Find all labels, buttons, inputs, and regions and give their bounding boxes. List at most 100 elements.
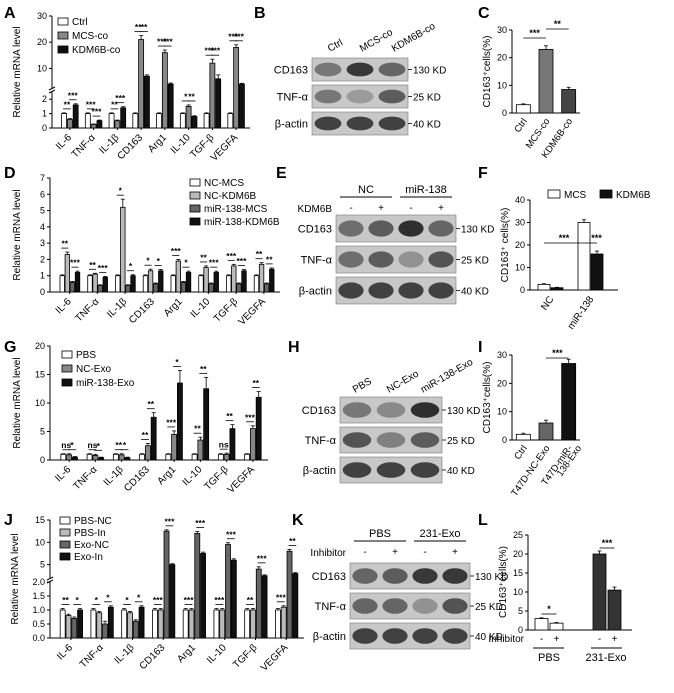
bar-Arg1-Exo-In	[200, 553, 206, 639]
protein-band	[428, 251, 454, 268]
x-tick-label: IL-10	[189, 296, 213, 320]
y-tick-label: 20	[497, 53, 507, 63]
legend-label: Exo-NC	[74, 540, 109, 551]
treatment-sign: -	[423, 547, 426, 558]
inhibitor-sign: +	[554, 634, 560, 645]
panel-f-bar-chart: 0 10 20 30 40 CD163⁺ cells(%) NC miR-138 *** *** M…	[500, 189, 651, 332]
protein-band	[368, 282, 394, 299]
inhibitor-sign: +	[612, 634, 618, 645]
significance-label: ***	[237, 256, 248, 266]
y-tick-label: 5	[518, 606, 523, 616]
bar-TGF-β-NC-MCS	[226, 275, 232, 293]
y-tick-label: 10	[497, 407, 507, 417]
protein-band	[346, 116, 374, 131]
x-tick-label: Arg1	[162, 296, 185, 319]
significance-label: *	[184, 258, 188, 268]
panel-letter-h: H	[288, 339, 300, 356]
y-tick-label: 5	[40, 560, 45, 570]
bar-CD163-NC-KDM6B	[147, 270, 154, 293]
x-tick-label: TNF-α	[78, 642, 106, 670]
bar-PBS +	[549, 622, 564, 631]
significance-label: **	[200, 252, 207, 262]
significance-label: **	[89, 260, 96, 270]
bar-TGF-β-NC-Exo	[223, 453, 230, 461]
x-tick-label: IL-1β	[113, 642, 137, 666]
legend-swatch	[57, 17, 69, 26]
y-tick-label: 1.5	[32, 591, 45, 601]
bar-TNF-α-Ctrl	[84, 113, 91, 129]
y-tick-label: 0	[520, 285, 525, 295]
bar-TGF-β-Exo-NC	[255, 568, 262, 639]
bar-IL-1β-Ctrl	[108, 113, 115, 129]
group-label: PBS	[538, 652, 560, 664]
lane-label: Ctrl	[326, 37, 345, 54]
panel-letter-c: C	[478, 5, 490, 22]
group-label: 231-Exo	[586, 652, 627, 664]
significance-label: **	[111, 99, 118, 109]
significance-label: ***	[559, 233, 570, 243]
significance-label: ***	[276, 592, 287, 602]
bar-TGF-β-Ctrl	[203, 113, 210, 129]
bar-VEGFA-miR-138-KDM6B	[269, 268, 275, 293]
legend-swatch	[599, 189, 613, 199]
x-tick-label: Arg1	[175, 642, 198, 665]
bar-TGF-β-PBS-NC	[244, 609, 251, 639]
protein-band	[382, 598, 408, 614]
significance-label: **	[200, 364, 207, 374]
protein-label: TNF-α	[305, 435, 337, 447]
protein-label: CD163	[312, 571, 346, 583]
x-tick-label: TGF-β	[231, 642, 260, 671]
legend-swatch	[189, 178, 201, 187]
group-label: PBS	[369, 528, 391, 540]
legend-swatch	[61, 378, 73, 387]
legend-label: PBS-In	[74, 528, 106, 539]
protein-band	[346, 62, 374, 77]
significance-label: *	[137, 592, 141, 602]
axis-break-mark	[48, 89, 56, 94]
bar-TGF-β-NC-KDM6B	[231, 265, 237, 293]
bar-VEGFA-MCS-co	[233, 47, 240, 129]
x-tick-label: CD163	[138, 642, 168, 672]
bar-IL-1β-MCS-co	[114, 120, 121, 129]
significance-label: *	[125, 595, 129, 605]
bar-TGF-β-PBS-In	[250, 609, 256, 639]
significance-label: **	[64, 99, 71, 109]
bar-TNF-α-NC-MCS	[87, 275, 93, 293]
x-tick-label: TNF-α	[72, 464, 100, 492]
y-tick-label: 0	[502, 108, 507, 118]
significance-label: **	[289, 536, 296, 546]
y-axis-label: Relative mRNA level	[12, 357, 23, 448]
protein-band	[346, 89, 374, 104]
bar-TNF-α-PBS	[86, 453, 93, 461]
size-marker-label: 130 KD	[461, 225, 494, 236]
y-tick-label: 40	[515, 195, 525, 205]
significance-label: ***	[210, 46, 221, 56]
bar-TGF-β-Exo-In	[261, 575, 268, 639]
panel-letter-b: B	[254, 5, 266, 22]
treatment-sign: +	[438, 203, 444, 214]
y-tick-label: 1.0	[32, 605, 45, 615]
bar-IL-1β-NC-KDM6B	[120, 206, 126, 293]
bar-Arg1-miR-138-MCS	[180, 281, 187, 293]
significance-label: **	[62, 595, 69, 605]
panel-letter-i: I	[478, 339, 482, 356]
significance-label: *	[119, 186, 123, 196]
bar-Arg1-miR-138-KDM6B	[185, 272, 192, 293]
y-tick-label: 30	[37, 11, 47, 21]
y-tick-label: 15	[35, 370, 45, 380]
protein-band	[376, 462, 406, 478]
protein-band	[342, 432, 372, 448]
bar-Arg1-NC-KDM6B	[175, 260, 181, 293]
significance-label: ***	[228, 31, 239, 41]
bar-IL-10-PBS	[191, 453, 198, 461]
treatment-label: Inhibitor	[310, 548, 346, 559]
legend-label: Ctrl	[72, 17, 88, 28]
significance-label: ***	[166, 417, 177, 427]
protein-band	[314, 116, 342, 131]
bar-IL-6-miR-138-Exo	[72, 456, 78, 461]
protein-band	[342, 462, 372, 478]
significance-label: ns	[88, 440, 98, 450]
